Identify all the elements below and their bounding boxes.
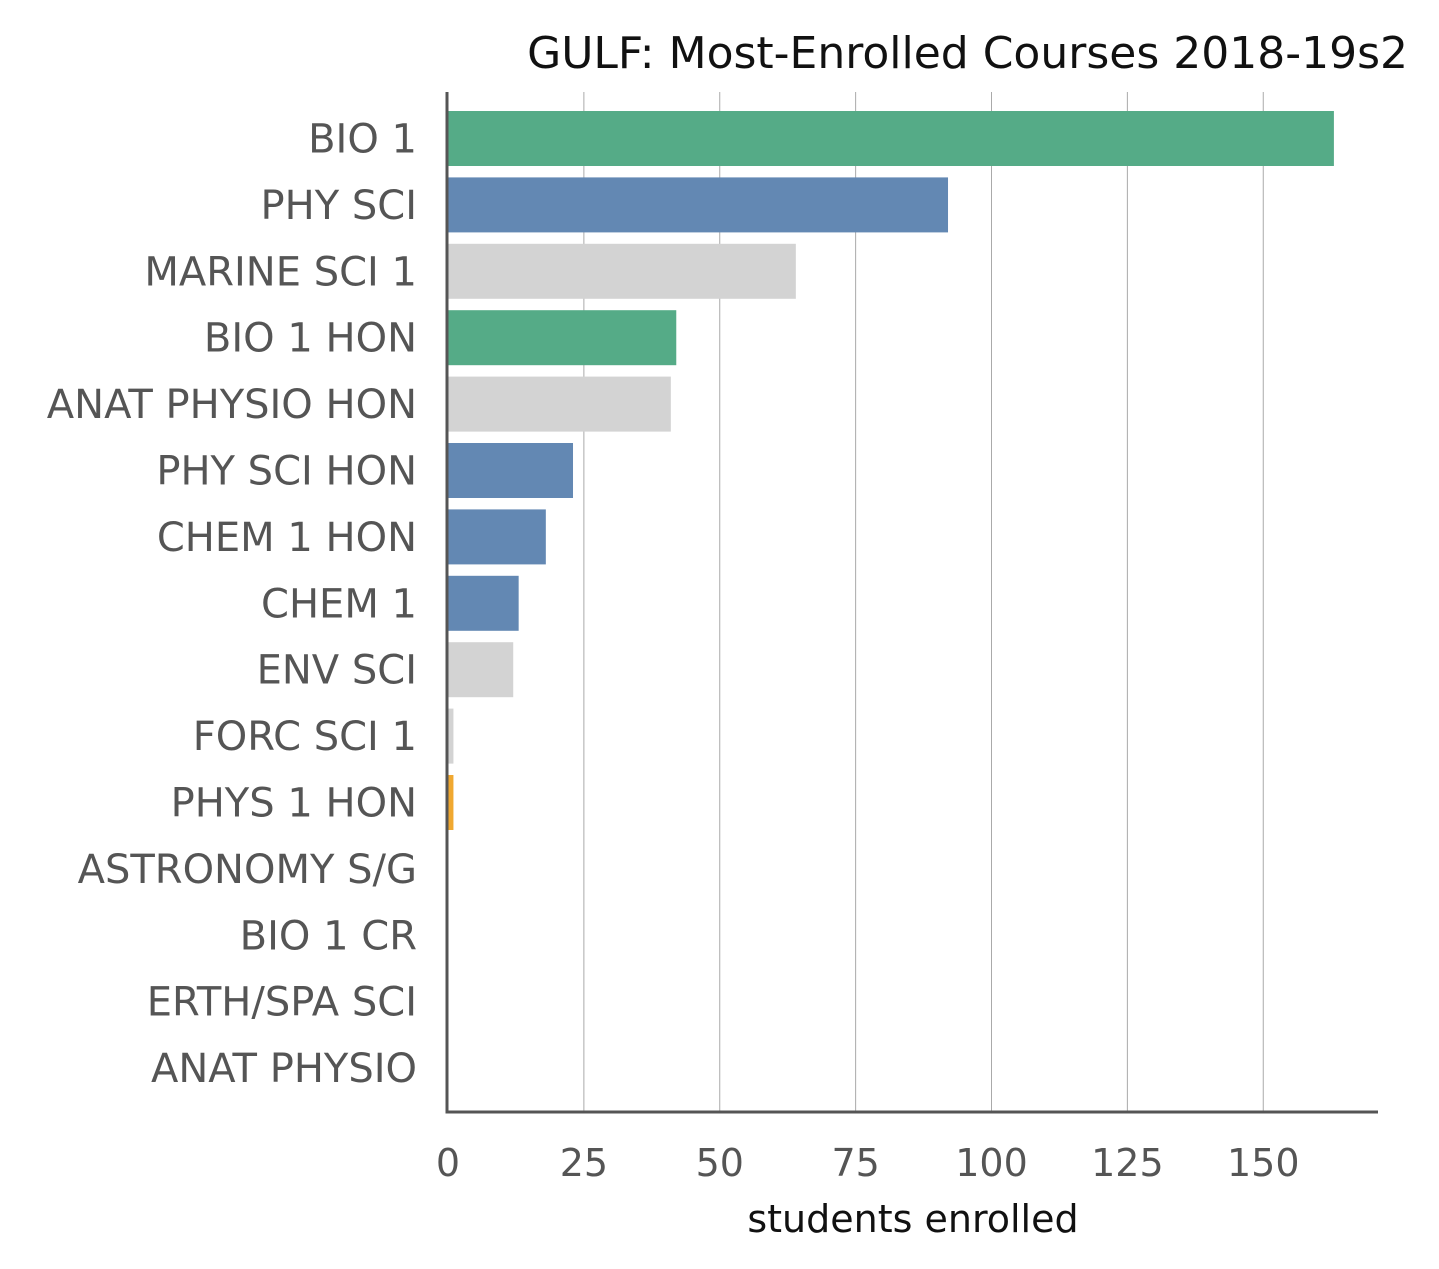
category-label: PHY SCI HON [156,449,417,495]
category-label: ANAT PHYSIO HON [47,382,417,428]
bar [448,443,574,498]
category-label: CHEM 1 [261,581,417,627]
chart-title: GULF: Most-Enrolled Courses 2018-19s2 [527,28,1408,79]
category-label: PHYS 1 HON [171,781,417,827]
bar [448,177,949,233]
x-tick-label: 50 [696,1141,744,1185]
bar [448,642,514,698]
category-label: BIO 1 [308,117,417,163]
category-label: CHEM 1 HON [157,515,417,561]
x-axis-label: students enrolled [747,1197,1078,1241]
x-tick-label: 25 [560,1141,608,1185]
category-labels: BIO 1 PHY SCI MARINE SCI 1 BIO 1 HON ANAT PH… [47,117,417,1093]
bar [448,509,546,565]
category-label: FORC SCI 1 [193,714,417,760]
bar [448,111,1334,166]
category-label: PHY SCI [261,183,417,229]
bar [448,243,796,299]
x-tick-label: 150 [1227,1141,1300,1185]
category-label: BIO 1 HON [204,316,417,362]
bar [448,575,519,631]
x-tick-label: 125 [1091,1141,1164,1185]
x-tick-label: 100 [955,1141,1028,1185]
category-label: ENV SCI [257,648,417,694]
bar [448,376,671,432]
x-tick-labels: 0 25 50 75 100 125 150 [436,1141,1300,1185]
category-label: BIO 1 CR [240,913,417,959]
bar [448,310,677,366]
category-label: ERTH/SPA SCI [147,980,417,1026]
x-tick-label: 0 [436,1141,460,1185]
bar [448,775,454,830]
x-tick-label: 75 [831,1141,879,1185]
category-label: ANAT PHYSIO [151,1046,417,1092]
bars-group [448,111,1334,830]
bar [448,708,454,764]
category-label: MARINE SCI 1 [144,249,417,295]
category-label: ASTRONOMY S/G [78,847,417,893]
